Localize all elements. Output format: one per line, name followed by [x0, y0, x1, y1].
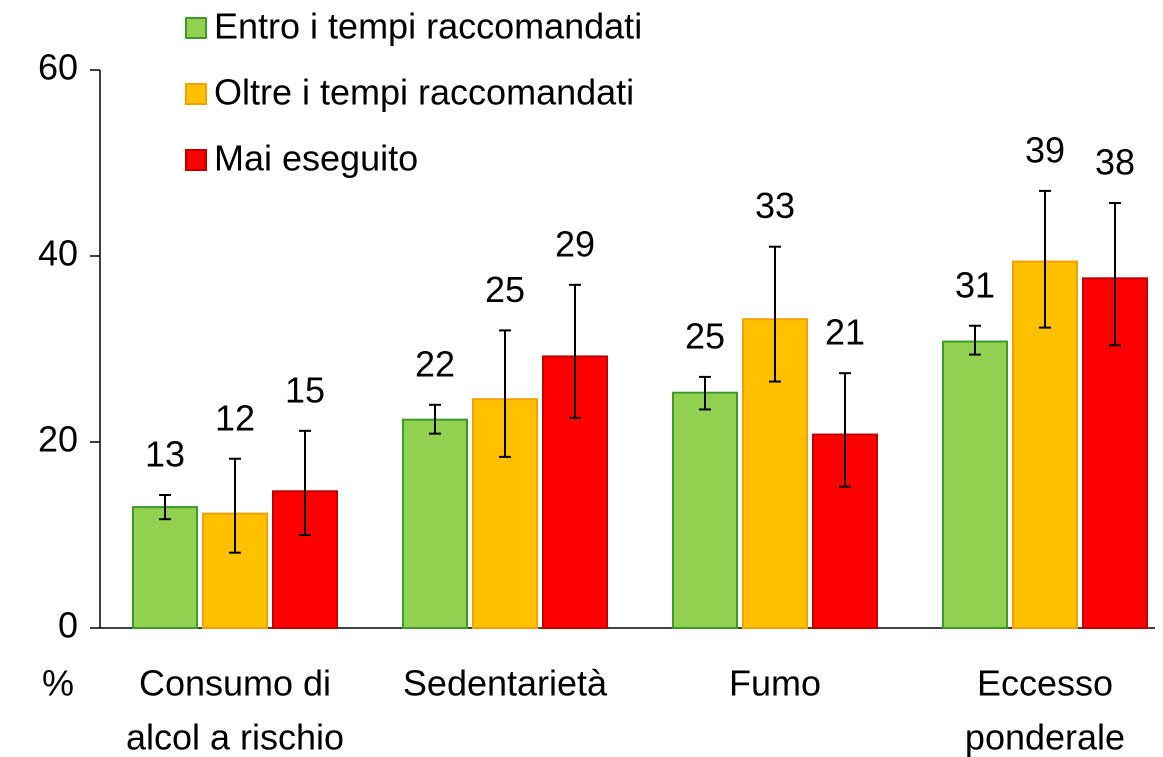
- value-label: 15: [285, 369, 325, 410]
- bar: [132, 506, 198, 630]
- value-label: 33: [755, 185, 795, 226]
- x-tick-label: Fumo: [729, 663, 821, 704]
- y-axis-label: %: [42, 663, 74, 704]
- bar: [672, 391, 738, 629]
- value-label: 21: [825, 312, 865, 353]
- y-tick-label: 60: [38, 47, 78, 88]
- value-label: 25: [685, 315, 725, 356]
- value-label: 25: [485, 269, 525, 310]
- legend-swatch: [185, 149, 207, 171]
- bar: [402, 418, 468, 629]
- value-label: 39: [1025, 129, 1065, 170]
- value-label: 22: [415, 343, 455, 384]
- x-tick-label: alcol a rischio: [126, 717, 344, 757]
- value-label: 29: [555, 223, 595, 264]
- legend-swatch: [185, 83, 207, 105]
- y-tick-label: 40: [38, 233, 78, 274]
- bar: [1082, 277, 1148, 629]
- value-label: 12: [215, 397, 255, 438]
- value-label: 13: [145, 434, 185, 475]
- legend-label: Oltre i tempi raccomandati: [214, 72, 634, 113]
- value-label: 38: [1095, 142, 1135, 183]
- x-tick-label: Consumo di: [139, 663, 331, 704]
- legend-label: Mai eseguito: [214, 138, 418, 179]
- legend-label: Entro i tempi raccomandati: [214, 6, 642, 47]
- legend-swatch: [185, 17, 207, 39]
- x-tick-label: ponderale: [965, 717, 1125, 757]
- x-tick-label: Sedentarietà: [403, 663, 608, 704]
- x-tick-label: Eccesso: [977, 663, 1113, 704]
- value-label: 31: [955, 264, 995, 305]
- y-tick-label: 0: [58, 605, 78, 646]
- y-tick-label: 20: [38, 419, 78, 460]
- bar: [942, 340, 1008, 629]
